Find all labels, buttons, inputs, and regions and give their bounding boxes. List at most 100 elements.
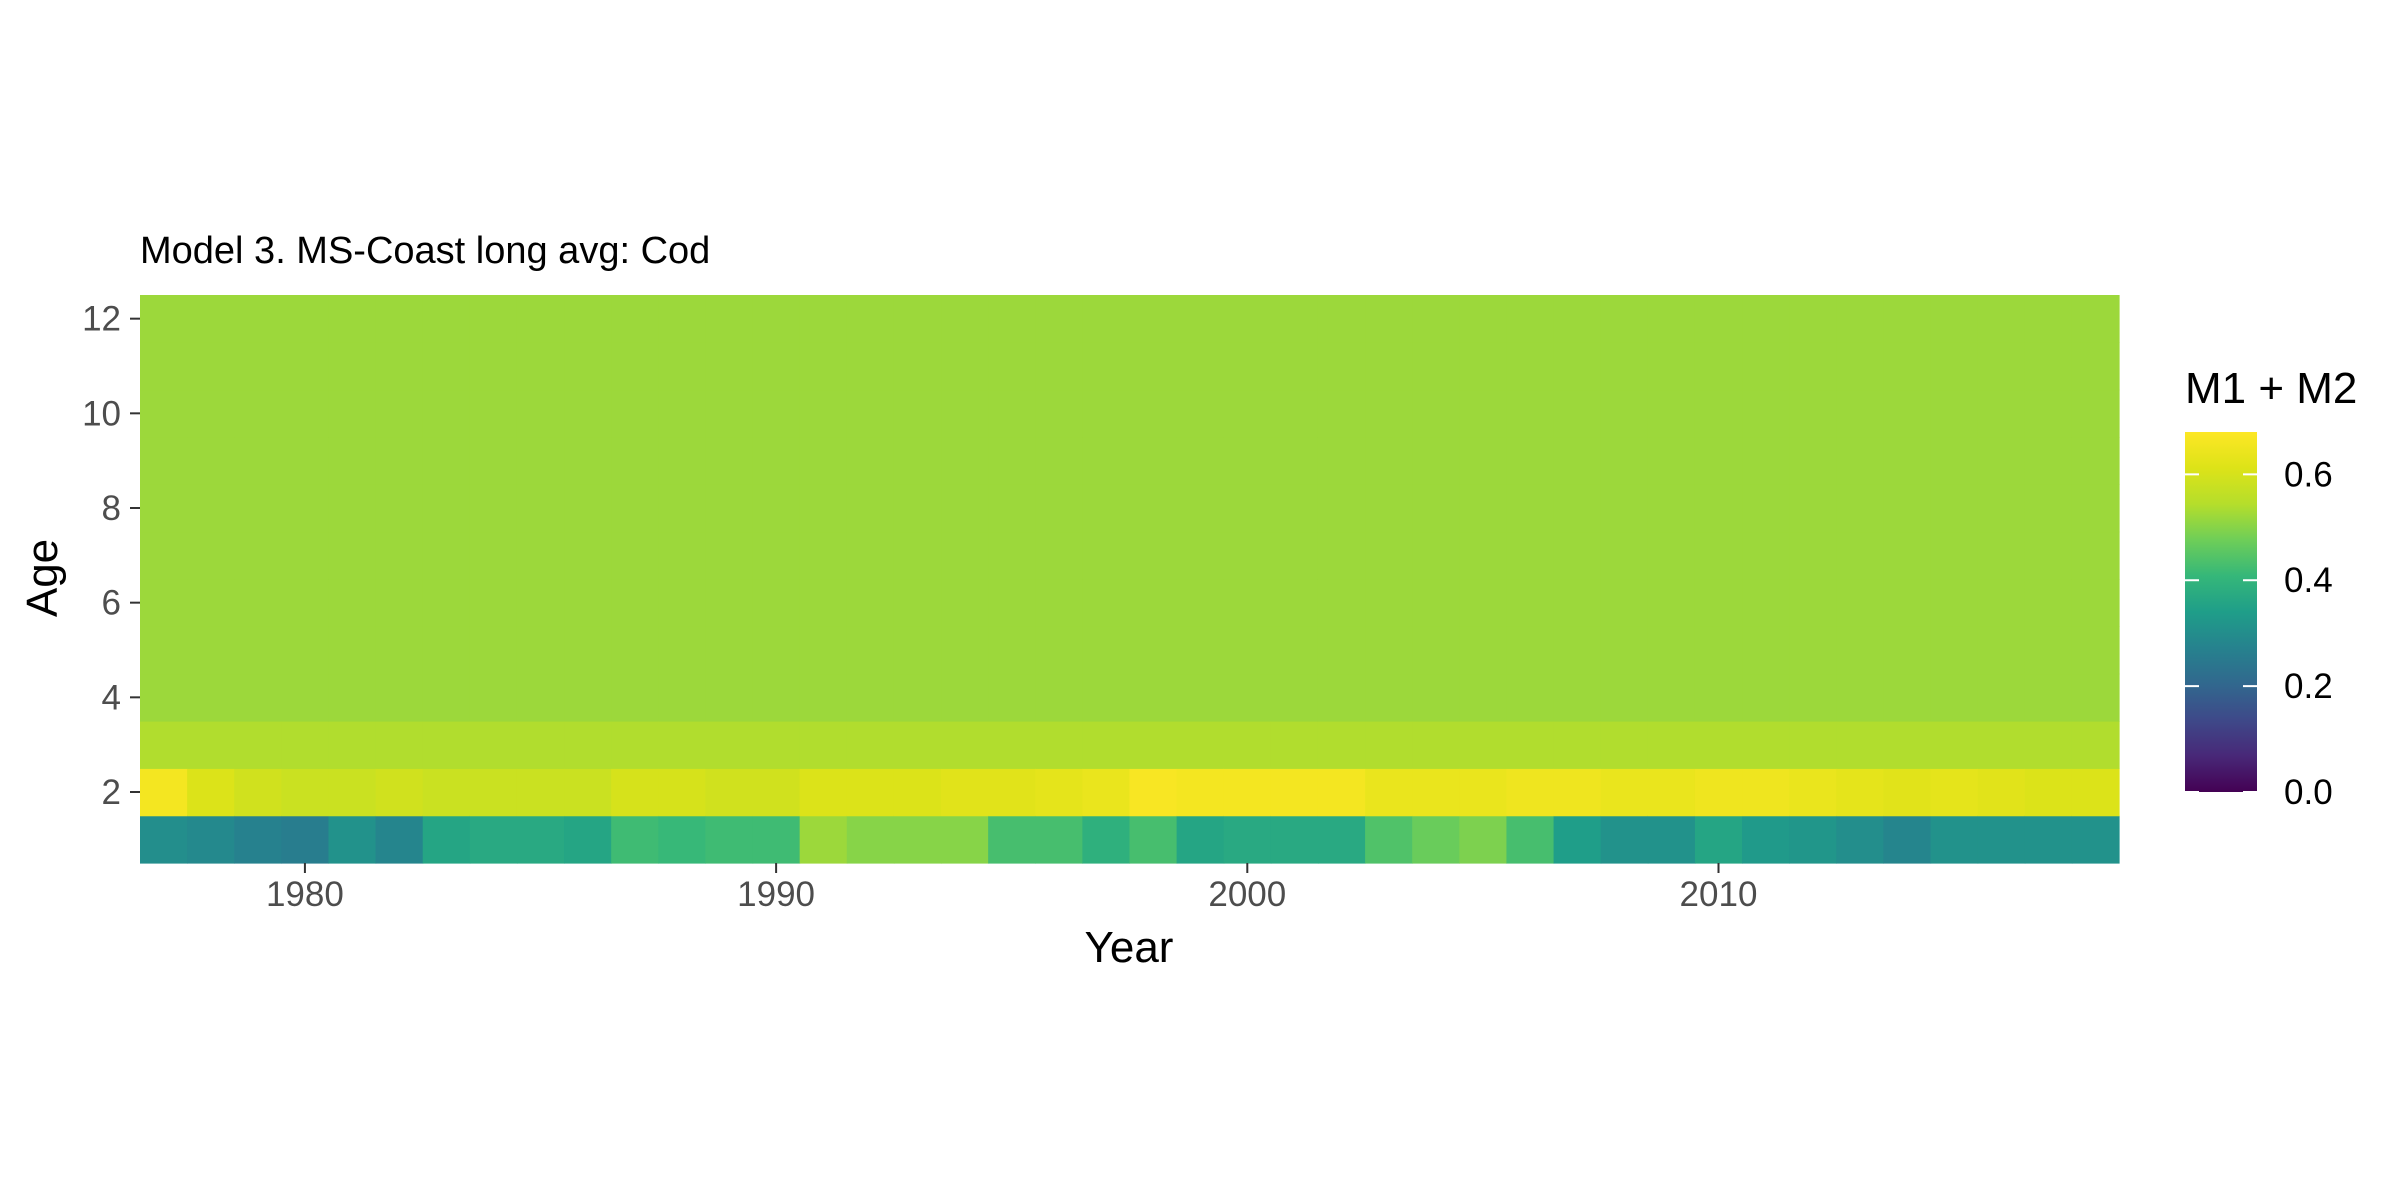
heatmap-cell bbox=[1459, 626, 1508, 675]
heatmap-cell bbox=[1742, 626, 1790, 675]
heatmap-cell bbox=[422, 673, 471, 722]
heatmap-cell bbox=[375, 437, 424, 485]
heatmap-cell bbox=[1600, 815, 1649, 864]
heatmap-cell bbox=[422, 815, 471, 864]
heatmap-cell bbox=[1647, 437, 1696, 485]
heatmap-cell bbox=[281, 437, 330, 485]
heatmap-cell bbox=[1129, 673, 1178, 722]
heatmap-cell bbox=[1600, 342, 1649, 391]
y-axis-title: Age bbox=[18, 539, 67, 617]
heatmap-cell bbox=[1977, 342, 2026, 391]
heatmap-cell bbox=[1930, 295, 1979, 343]
heatmap-cell bbox=[1082, 721, 1131, 769]
heatmap-cell bbox=[1412, 815, 1460, 864]
heatmap-cell bbox=[1836, 768, 1885, 817]
heatmap-cell bbox=[1459, 484, 1508, 533]
heatmap-cell bbox=[422, 295, 471, 343]
heatmap-cell bbox=[328, 768, 377, 817]
x-tick-label: 2010 bbox=[1680, 875, 1758, 914]
heatmap-cell bbox=[281, 389, 330, 438]
heatmap-cell bbox=[1035, 295, 1083, 343]
heatmap-cell bbox=[1836, 342, 1885, 391]
heatmap-cell bbox=[234, 673, 282, 722]
heatmap-cell bbox=[752, 579, 801, 627]
heatmap-cell bbox=[1506, 342, 1555, 391]
heatmap-cell bbox=[2071, 389, 2120, 438]
heatmap-cell bbox=[516, 579, 565, 627]
heatmap-cell bbox=[941, 389, 989, 438]
heatmap-cell bbox=[2071, 768, 2120, 817]
heatmap-cell bbox=[611, 531, 659, 580]
heatmap-cell bbox=[422, 531, 471, 580]
heatmap-cell bbox=[1836, 531, 1885, 580]
heatmap-cell bbox=[1412, 531, 1460, 580]
heatmap-cell bbox=[1317, 721, 1366, 769]
heatmap-cell bbox=[1553, 721, 1602, 769]
heatmap-cell bbox=[1836, 295, 1885, 343]
heatmap-cell bbox=[564, 484, 612, 533]
heatmap-cell bbox=[1836, 626, 1885, 675]
heatmap-cell bbox=[893, 579, 942, 627]
heatmap-cell bbox=[893, 721, 942, 769]
heatmap-cell bbox=[328, 531, 377, 580]
heatmap-cell bbox=[1930, 389, 1979, 438]
y-tick-label: 4 bbox=[102, 678, 121, 717]
heatmap-cell bbox=[1836, 484, 1885, 533]
heatmap-cell bbox=[1647, 389, 1696, 438]
heatmap-cell bbox=[846, 626, 895, 675]
heatmap-cell bbox=[1694, 295, 1743, 343]
heatmap-cell bbox=[1977, 389, 2026, 438]
heatmap-cell bbox=[1506, 531, 1555, 580]
heatmap-cell bbox=[1129, 579, 1178, 627]
heatmap-cell bbox=[941, 484, 989, 533]
heatmap-cell bbox=[1694, 721, 1743, 769]
heatmap-cell bbox=[187, 342, 235, 391]
heatmap-cell bbox=[1317, 815, 1366, 864]
heatmap-cell bbox=[799, 815, 848, 864]
chart-title: Model 3. MS-Coast long avg: Cod bbox=[140, 230, 710, 272]
heatmap-cell bbox=[1506, 626, 1555, 675]
heatmap-cell bbox=[658, 768, 707, 817]
heatmap-cell bbox=[187, 768, 235, 817]
heatmap-cell bbox=[1742, 531, 1790, 580]
heatmap-cell bbox=[893, 484, 942, 533]
heatmap-cell bbox=[564, 626, 612, 675]
heatmap-cell bbox=[705, 342, 754, 391]
heatmap-cell bbox=[846, 342, 895, 391]
heatmap-cell bbox=[1694, 579, 1743, 627]
x-tick-label: 1980 bbox=[266, 875, 344, 914]
heatmap-cell bbox=[1789, 673, 1837, 722]
heatmap-cell bbox=[1553, 295, 1602, 343]
heatmap-cell bbox=[1176, 484, 1225, 533]
heatmap-cell bbox=[941, 295, 989, 343]
heatmap-cell bbox=[281, 342, 330, 391]
heatmap-cell bbox=[611, 484, 659, 533]
heatmap-cell bbox=[1930, 721, 1979, 769]
heatmap-cell bbox=[1883, 579, 1932, 627]
heatmap-cell bbox=[564, 295, 612, 343]
heatmap-cell bbox=[941, 342, 989, 391]
heatmap-cell bbox=[1742, 484, 1790, 533]
heatmap-cell bbox=[1270, 531, 1319, 580]
heatmap-cell bbox=[1930, 815, 1979, 864]
heatmap-cell bbox=[799, 484, 848, 533]
heatmap-cell bbox=[1365, 815, 1413, 864]
heatmap-cell bbox=[187, 389, 235, 438]
heatmap-cell bbox=[1317, 484, 1366, 533]
heatmap-cell bbox=[1789, 342, 1837, 391]
heatmap-cell bbox=[469, 579, 518, 627]
heatmap-cell bbox=[611, 389, 659, 438]
heatmap-cell bbox=[1035, 389, 1083, 438]
y-tick-label: 6 bbox=[102, 584, 121, 623]
heatmap-cell bbox=[1459, 579, 1508, 627]
heatmap-cell bbox=[893, 295, 942, 343]
heatmap-cell bbox=[1365, 342, 1413, 391]
heatmap-cell bbox=[1176, 579, 1225, 627]
heatmap-cell bbox=[1930, 437, 1979, 485]
heatmap-cell bbox=[846, 389, 895, 438]
heatmap-cell bbox=[1082, 626, 1131, 675]
heatmap-cell bbox=[281, 295, 330, 343]
heatmap-cell bbox=[2071, 437, 2120, 485]
heatmap-cell bbox=[2071, 531, 2120, 580]
heatmap-cell bbox=[1742, 295, 1790, 343]
